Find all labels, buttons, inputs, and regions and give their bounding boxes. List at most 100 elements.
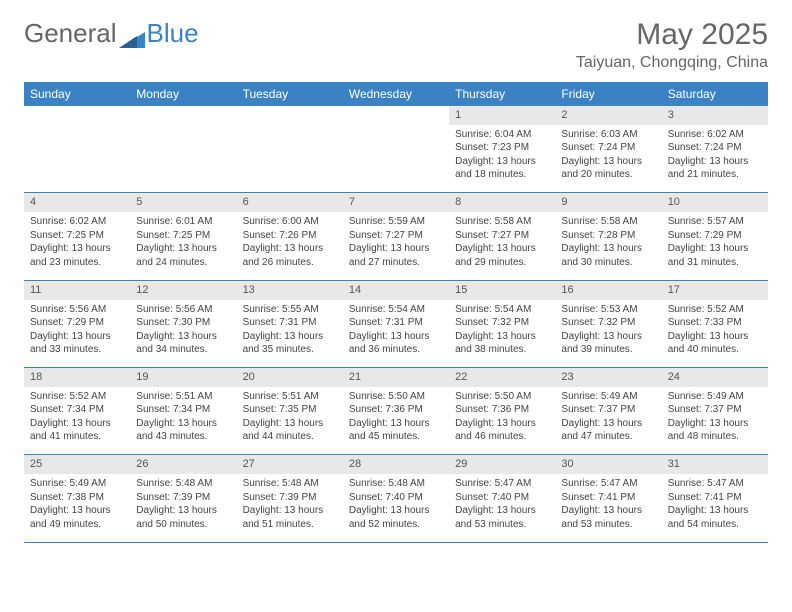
sunrise-text: Sunrise: 5:55 AM	[243, 303, 337, 317]
day-number: 22	[449, 368, 555, 387]
day-cell: Sunrise: 5:57 AMSunset: 7:29 PMDaylight:…	[662, 212, 768, 280]
sunrise-text: Sunrise: 5:58 AM	[561, 215, 655, 229]
daylight-text: Daylight: 13 hours and 21 minutes.	[668, 155, 762, 182]
sunrise-text: Sunrise: 6:01 AM	[136, 215, 230, 229]
day-cell: Sunrise: 5:53 AMSunset: 7:32 PMDaylight:…	[555, 300, 661, 368]
day-number: 7	[343, 193, 449, 212]
sunset-text: Sunset: 7:27 PM	[455, 229, 549, 243]
sunrise-text: Sunrise: 5:51 AM	[136, 390, 230, 404]
month-title: May 2025	[576, 18, 768, 52]
sunset-text: Sunset: 7:38 PM	[30, 491, 124, 505]
daylight-text: Daylight: 13 hours and 52 minutes.	[349, 504, 443, 531]
daylight-text: Daylight: 13 hours and 18 minutes.	[455, 155, 549, 182]
day-cell	[130, 125, 236, 193]
day-number: 27	[237, 455, 343, 474]
daylight-text: Daylight: 13 hours and 54 minutes.	[668, 504, 762, 531]
day-cell: Sunrise: 6:00 AMSunset: 7:26 PMDaylight:…	[237, 212, 343, 280]
day-cell: Sunrise: 5:48 AMSunset: 7:39 PMDaylight:…	[130, 474, 236, 542]
day-cell: Sunrise: 5:59 AMSunset: 7:27 PMDaylight:…	[343, 212, 449, 280]
daylight-text: Daylight: 13 hours and 31 minutes.	[668, 242, 762, 269]
day-number	[237, 106, 343, 125]
sunset-text: Sunset: 7:28 PM	[561, 229, 655, 243]
day-number: 16	[555, 280, 661, 299]
day-number: 24	[662, 368, 768, 387]
sunset-text: Sunset: 7:27 PM	[349, 229, 443, 243]
day-number: 4	[24, 193, 130, 212]
daylight-text: Daylight: 13 hours and 29 minutes.	[455, 242, 549, 269]
day-cell: Sunrise: 6:04 AMSunset: 7:23 PMDaylight:…	[449, 125, 555, 193]
sunrise-text: Sunrise: 5:47 AM	[668, 477, 762, 491]
day-number: 26	[130, 455, 236, 474]
day-cell: Sunrise: 5:56 AMSunset: 7:30 PMDaylight:…	[130, 300, 236, 368]
daylight-text: Daylight: 13 hours and 34 minutes.	[136, 330, 230, 357]
daylight-text: Daylight: 13 hours and 33 minutes.	[30, 330, 124, 357]
day-number: 2	[555, 106, 661, 125]
sunrise-text: Sunrise: 5:51 AM	[243, 390, 337, 404]
sunrise-text: Sunrise: 5:48 AM	[136, 477, 230, 491]
location: Taiyuan, Chongqing, China	[576, 54, 768, 72]
day-cell: Sunrise: 5:54 AMSunset: 7:31 PMDaylight:…	[343, 300, 449, 368]
daylight-text: Daylight: 13 hours and 46 minutes.	[455, 417, 549, 444]
day-cell: Sunrise: 5:51 AMSunset: 7:34 PMDaylight:…	[130, 387, 236, 455]
logo-text-blue: Blue	[147, 18, 199, 49]
sunset-text: Sunset: 7:31 PM	[243, 316, 337, 330]
sunrise-text: Sunrise: 6:03 AM	[561, 128, 655, 142]
sunrise-text: Sunrise: 5:57 AM	[668, 215, 762, 229]
day-cell: Sunrise: 5:47 AMSunset: 7:40 PMDaylight:…	[449, 474, 555, 542]
day-number	[130, 106, 236, 125]
day-number: 21	[343, 368, 449, 387]
day-cell	[237, 125, 343, 193]
day-cell: Sunrise: 5:58 AMSunset: 7:27 PMDaylight:…	[449, 212, 555, 280]
sunset-text: Sunset: 7:32 PM	[455, 316, 549, 330]
day-info-row: Sunrise: 6:02 AMSunset: 7:25 PMDaylight:…	[24, 212, 768, 280]
sunrise-text: Sunrise: 5:59 AM	[349, 215, 443, 229]
sunset-text: Sunset: 7:29 PM	[668, 229, 762, 243]
sunset-text: Sunset: 7:35 PM	[243, 403, 337, 417]
daylight-text: Daylight: 13 hours and 24 minutes.	[136, 242, 230, 269]
day-cell: Sunrise: 6:01 AMSunset: 7:25 PMDaylight:…	[130, 212, 236, 280]
day-header: Thursday	[449, 82, 555, 106]
sunset-text: Sunset: 7:41 PM	[561, 491, 655, 505]
day-cell: Sunrise: 5:50 AMSunset: 7:36 PMDaylight:…	[449, 387, 555, 455]
calendar-table: SundayMondayTuesdayWednesdayThursdayFrid…	[24, 82, 768, 543]
sunrise-text: Sunrise: 5:56 AM	[30, 303, 124, 317]
day-header-row: SundayMondayTuesdayWednesdayThursdayFrid…	[24, 82, 768, 106]
day-number-row: 11121314151617	[24, 280, 768, 299]
sunrise-text: Sunrise: 6:02 AM	[30, 215, 124, 229]
sunrise-text: Sunrise: 5:48 AM	[243, 477, 337, 491]
day-cell	[343, 125, 449, 193]
day-number: 13	[237, 280, 343, 299]
logo-text-general: General	[24, 18, 117, 49]
daylight-text: Daylight: 13 hours and 35 minutes.	[243, 330, 337, 357]
header: General Blue May 2025 Taiyuan, Chongqing…	[24, 18, 768, 72]
day-number: 10	[662, 193, 768, 212]
day-number: 15	[449, 280, 555, 299]
day-cell: Sunrise: 6:03 AMSunset: 7:24 PMDaylight:…	[555, 125, 661, 193]
daylight-text: Daylight: 13 hours and 38 minutes.	[455, 330, 549, 357]
day-cell: Sunrise: 5:52 AMSunset: 7:34 PMDaylight:…	[24, 387, 130, 455]
day-number: 18	[24, 368, 130, 387]
daylight-text: Daylight: 13 hours and 43 minutes.	[136, 417, 230, 444]
daylight-text: Daylight: 13 hours and 41 minutes.	[30, 417, 124, 444]
day-cell: Sunrise: 5:52 AMSunset: 7:33 PMDaylight:…	[662, 300, 768, 368]
day-header: Monday	[130, 82, 236, 106]
sunrise-text: Sunrise: 5:49 AM	[30, 477, 124, 491]
sunrise-text: Sunrise: 5:49 AM	[668, 390, 762, 404]
sunrise-text: Sunrise: 6:04 AM	[455, 128, 549, 142]
day-cell	[24, 125, 130, 193]
logo: General Blue	[24, 18, 199, 49]
day-header: Friday	[555, 82, 661, 106]
day-cell: Sunrise: 5:58 AMSunset: 7:28 PMDaylight:…	[555, 212, 661, 280]
sunrise-text: Sunrise: 5:47 AM	[455, 477, 549, 491]
sunset-text: Sunset: 7:32 PM	[561, 316, 655, 330]
sunset-text: Sunset: 7:36 PM	[455, 403, 549, 417]
sunset-text: Sunset: 7:39 PM	[136, 491, 230, 505]
daylight-text: Daylight: 13 hours and 27 minutes.	[349, 242, 443, 269]
sunset-text: Sunset: 7:37 PM	[561, 403, 655, 417]
sunrise-text: Sunrise: 5:52 AM	[30, 390, 124, 404]
day-cell: Sunrise: 5:48 AMSunset: 7:40 PMDaylight:…	[343, 474, 449, 542]
calendar-body: 123Sunrise: 6:04 AMSunset: 7:23 PMDaylig…	[24, 106, 768, 542]
day-cell: Sunrise: 5:55 AMSunset: 7:31 PMDaylight:…	[237, 300, 343, 368]
sunset-text: Sunset: 7:34 PM	[136, 403, 230, 417]
day-number: 30	[555, 455, 661, 474]
